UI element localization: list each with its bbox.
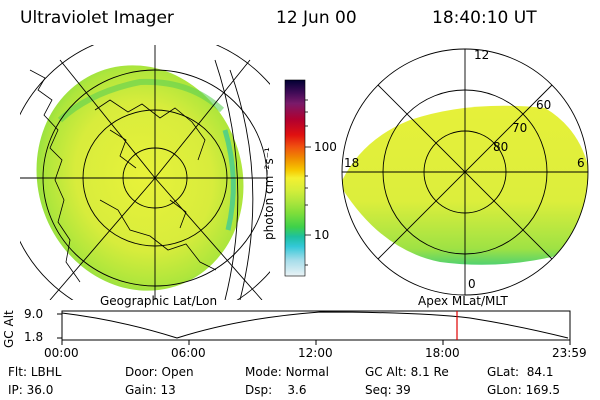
right-panel-caption: Apex MLat/MLT xyxy=(418,294,508,308)
app-title: Ultraviolet Imager xyxy=(20,8,174,28)
altitude-ytick-top: 9.0 xyxy=(24,307,44,321)
gc-alt-value: 8.1 Re xyxy=(410,365,449,379)
left-panel-caption: Geographic Lat/Lon xyxy=(100,294,218,308)
seq-field: Seq: 39 xyxy=(365,383,411,397)
dsp-value: 3.6 xyxy=(287,383,307,397)
altitude-xtick: 12:00 xyxy=(298,346,333,360)
mlt-label-12: 12 xyxy=(474,48,490,62)
altitude-xtick: 18:00 xyxy=(425,346,460,360)
colorbar-unit-label: photon cm⁻²s⁻¹ xyxy=(262,147,276,240)
altitude-xtick: 06:00 xyxy=(171,346,206,360)
header-date: 12 Jun 00 xyxy=(276,8,357,28)
glat-value: 84.1 xyxy=(526,365,554,379)
mlt-label-18: 18 xyxy=(344,156,360,170)
mlat-label-60: 60 xyxy=(536,98,552,112)
colorbar-tick-10: 10 xyxy=(314,228,330,242)
dsp-field: Dsp: 3.6 xyxy=(245,383,307,397)
glat-field: GLat: 84.1 xyxy=(487,365,554,379)
header-time: 18:40:10 UT xyxy=(432,8,537,28)
glon-value: 169.5 xyxy=(525,383,560,397)
mode-field: Mode: Normal xyxy=(245,365,329,379)
gain-value: 13 xyxy=(160,383,176,397)
filter-value: LBHL xyxy=(30,365,62,379)
mlt-label-0: 0 xyxy=(468,277,476,291)
mode-value: Normal xyxy=(285,365,329,379)
ip-field: IP: 36.0 xyxy=(8,383,54,397)
magnetic-map-panel xyxy=(341,48,589,296)
gain-field: Gain: 13 xyxy=(125,383,176,397)
gc-alt-field: GC Alt: 8.1 Re xyxy=(365,365,449,379)
colorbar-tick-100: 100 xyxy=(314,140,337,154)
filter-field: Flt: LBHL xyxy=(8,365,62,379)
altitude-plot xyxy=(57,310,571,345)
door-field: Door: Open xyxy=(125,365,194,379)
altitude-curve xyxy=(61,311,569,339)
altitude-ytick-bottom: 1.8 xyxy=(24,330,44,344)
altitude-xtick: 00:00 xyxy=(44,346,79,360)
door-value: Open xyxy=(161,365,194,379)
mlat-label-80: 80 xyxy=(493,140,509,154)
altitude-xtick: 23:59 xyxy=(552,346,587,360)
ip-value: 36.0 xyxy=(26,383,54,397)
mlat-label-70: 70 xyxy=(512,121,528,135)
glon-field: GLon: 169.5 xyxy=(487,383,560,397)
altitude-ylabel: GC Alt xyxy=(2,310,16,348)
geographic-map-panel xyxy=(20,45,270,300)
colorbar-ticks xyxy=(305,99,311,266)
seq-value: 39 xyxy=(395,383,411,397)
colorbar xyxy=(284,79,306,277)
mlt-label-6: 6 xyxy=(577,156,585,170)
